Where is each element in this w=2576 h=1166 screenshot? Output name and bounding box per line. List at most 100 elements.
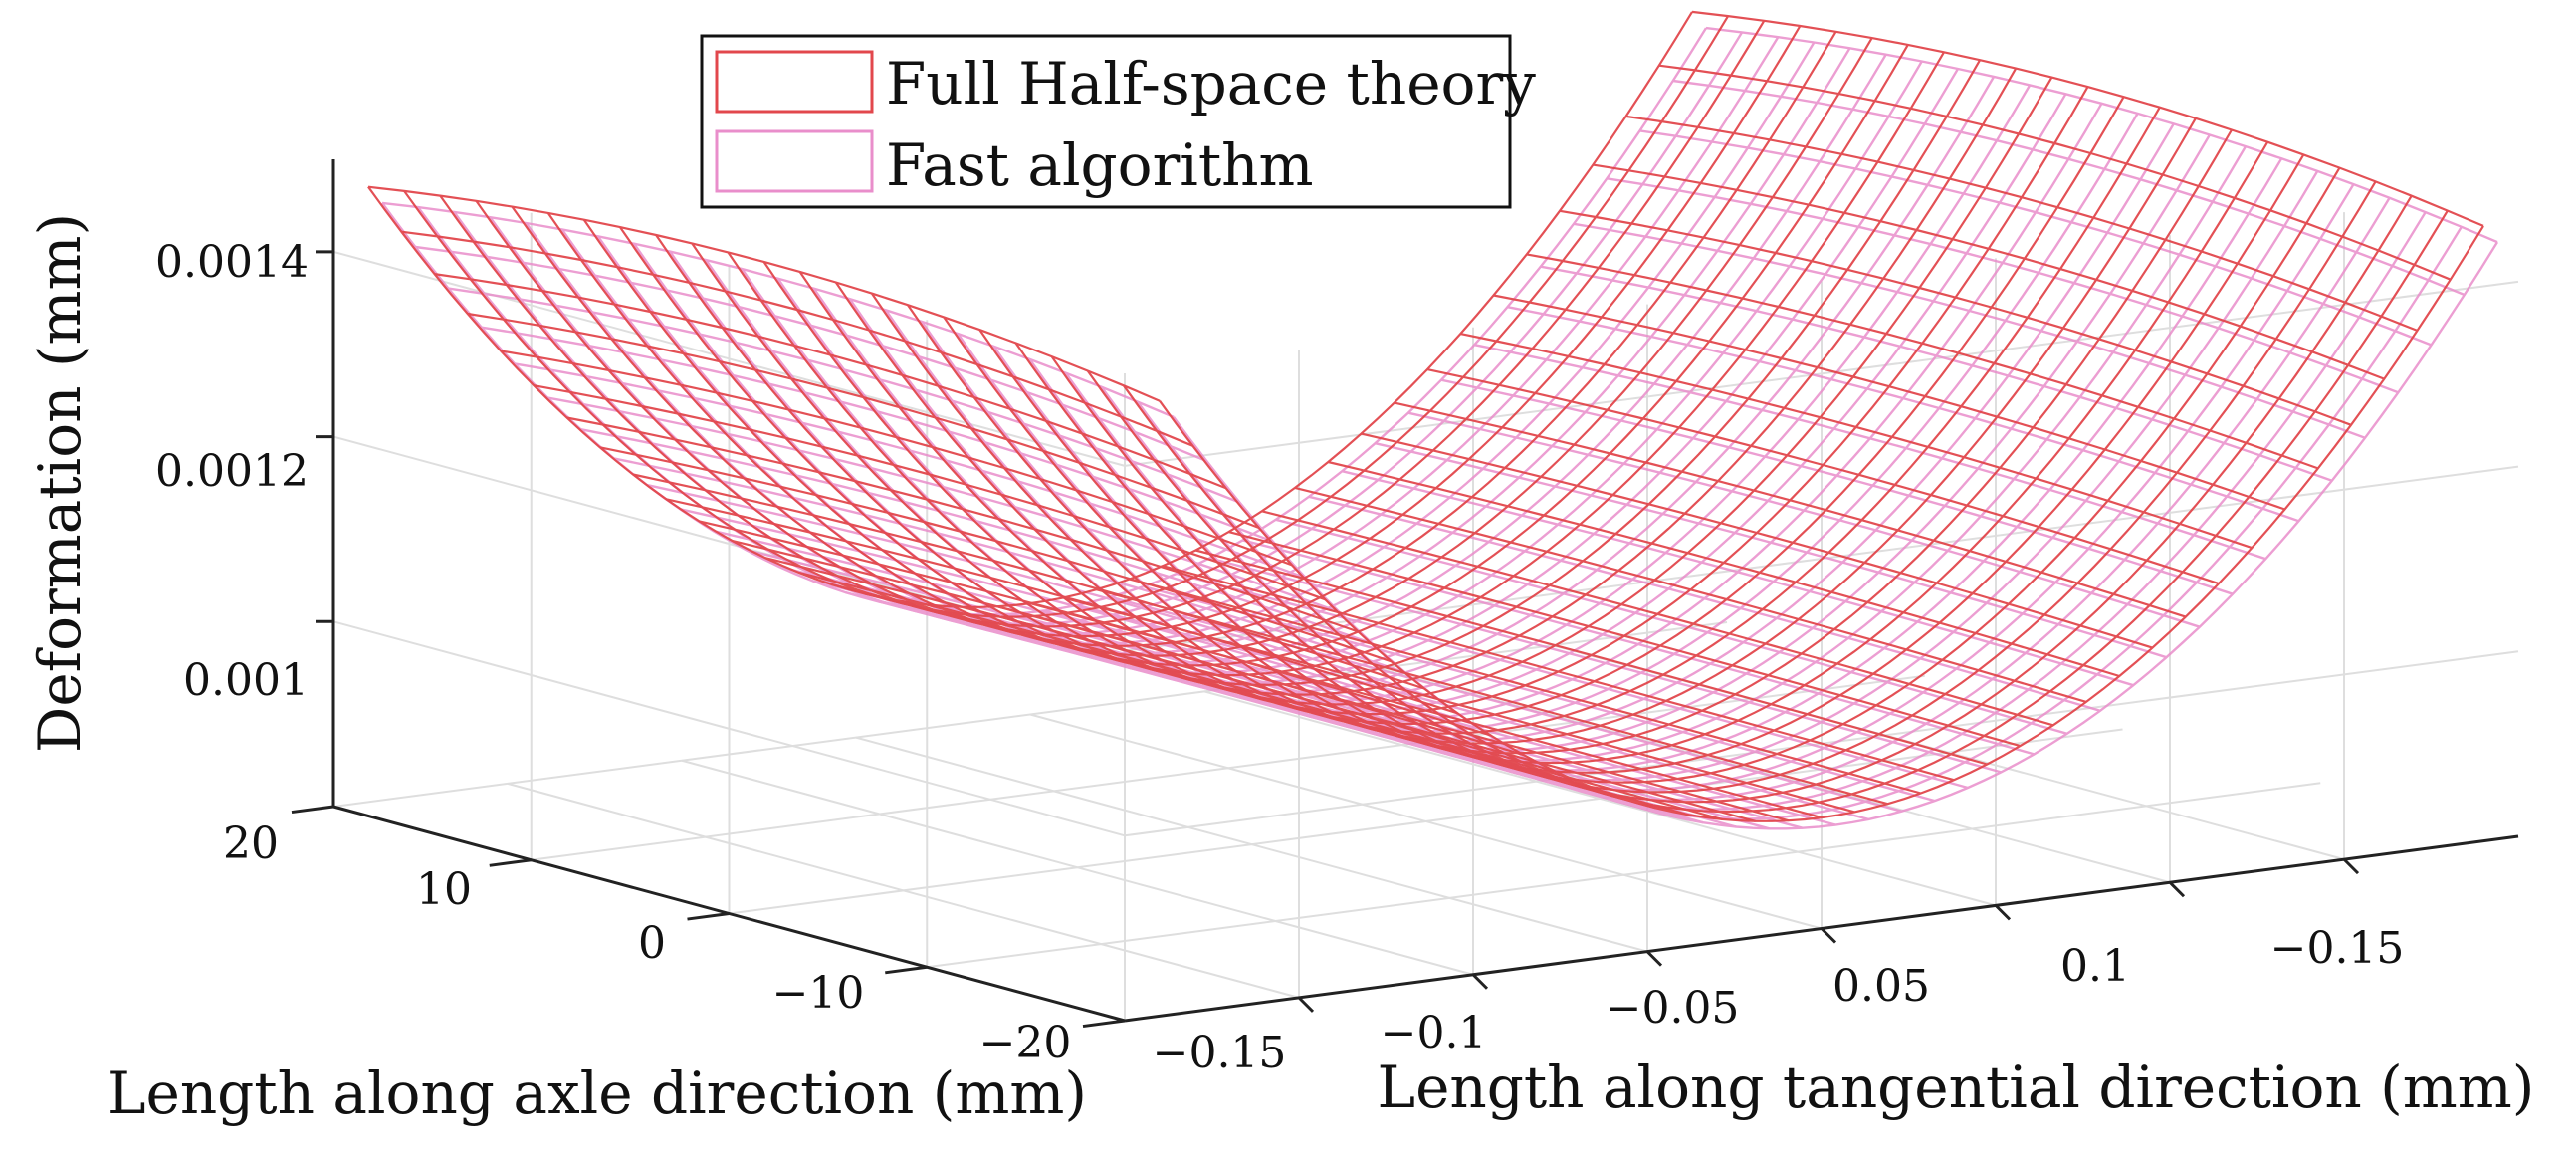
surface-meshes — [367, 10, 2499, 830]
mesh-line — [1573, 222, 2366, 439]
x-tick-label: 0.1 — [2060, 941, 2130, 992]
x-tick-label: −0.05 — [1606, 983, 1740, 1034]
mesh-line — [434, 273, 1226, 490]
mesh-line — [1407, 411, 2201, 628]
grid-line — [531, 674, 1925, 861]
y-tick-label: −20 — [979, 1018, 1072, 1068]
mesh-line — [1474, 344, 2266, 561]
x-tick-label: −0.15 — [2270, 923, 2405, 974]
mesh-line — [1607, 177, 2399, 394]
z-axis-title: Deformation (mm) — [26, 213, 94, 753]
mesh-line — [632, 473, 1425, 690]
mesh-line — [1129, 578, 1922, 795]
x-tick — [2342, 858, 2360, 875]
z-tick-label: 0.0014 — [155, 237, 309, 288]
mesh-line — [1394, 401, 2187, 618]
mesh-line — [931, 603, 1723, 820]
mesh-line — [1361, 432, 2153, 649]
mesh-line — [599, 446, 1393, 663]
mesh-line — [1195, 549, 1988, 766]
mesh-line — [580, 428, 1373, 645]
mesh-line — [1143, 584, 1936, 803]
mesh-line — [864, 592, 1657, 810]
mesh-line — [534, 384, 1326, 601]
mesh-line — [1342, 470, 2134, 687]
z-tick-label: 0.001 — [183, 655, 309, 706]
y-tick-label: 20 — [223, 818, 279, 869]
legend-swatch-full-half-space — [715, 50, 874, 114]
mesh-line — [1063, 596, 1855, 814]
mesh-line — [1096, 588, 1888, 806]
y-axis-title: Length along axle direction (mm) — [107, 1059, 1087, 1127]
mesh-line — [1228, 531, 2021, 748]
mesh-line — [1658, 64, 2452, 281]
mesh-line — [1208, 557, 2002, 774]
mesh-line — [1639, 129, 2432, 347]
mesh-line — [566, 416, 1359, 633]
mesh-line — [1672, 79, 2466, 297]
mesh-line — [666, 498, 1458, 715]
y-tick — [489, 858, 532, 867]
mesh-line — [1540, 265, 2333, 482]
mesh-line — [467, 312, 1260, 530]
mesh-line — [1275, 518, 2068, 735]
mesh-full-half-space — [367, 10, 2484, 822]
mesh-line — [1691, 10, 2484, 227]
mesh-line — [897, 599, 1690, 816]
x-tick-label: 0.05 — [1832, 961, 1930, 1012]
mesh-line — [1705, 26, 2498, 244]
y-tick-label: 0 — [638, 918, 666, 969]
mesh-line — [415, 245, 1207, 463]
mesh-line — [1328, 460, 2120, 678]
mesh-line — [367, 185, 1161, 402]
y-tick — [1082, 1019, 1126, 1029]
mesh-fast-algorithm — [381, 26, 2499, 830]
x-tick — [2168, 881, 2186, 898]
mesh-line — [381, 201, 1175, 419]
mesh-line — [1526, 253, 2319, 470]
mesh-line — [1559, 209, 2352, 426]
mesh-line — [1460, 333, 2253, 550]
z-tick-label: 0.0012 — [155, 446, 309, 497]
x-tick — [1645, 950, 1663, 967]
mesh-line — [1176, 572, 1969, 790]
grid-line — [927, 782, 2321, 969]
y-tick — [687, 912, 730, 921]
mesh-line — [878, 600, 1671, 817]
mesh-line — [547, 396, 1340, 613]
y-tick — [291, 805, 334, 815]
legend-label: Full Half-space theory — [886, 50, 1536, 117]
mesh-line — [911, 607, 1704, 824]
mesh-line — [1308, 495, 2101, 712]
x-tick — [1297, 996, 1315, 1013]
x-tick — [1994, 904, 2012, 921]
mesh-line — [500, 350, 1293, 567]
mesh-line — [1261, 510, 2054, 727]
x-tick — [1471, 973, 1489, 990]
mesh-line — [481, 326, 1274, 543]
grid-line — [332, 621, 1728, 808]
mesh-line — [1625, 115, 2418, 332]
x-axis-title: Length along tangential direction (mm) — [1378, 1053, 2535, 1121]
legend-swatch-fast-algorithm — [715, 129, 874, 193]
mesh-line — [1242, 539, 2035, 756]
mesh-line — [1123, 210, 2449, 814]
mesh-line — [1162, 565, 1955, 782]
mesh-line — [401, 230, 1193, 447]
mesh-line — [514, 362, 1307, 580]
mesh-line — [1375, 442, 2167, 659]
mesh-line — [1426, 368, 2220, 585]
x-tick-label: −0.1 — [1381, 1008, 1487, 1058]
mesh-line — [1110, 595, 1902, 813]
x-tick — [1820, 927, 1837, 944]
y-tick-label: 10 — [416, 864, 472, 915]
legend: Full Half-space theory Fast algorithm — [700, 34, 1536, 209]
mesh-line — [448, 287, 1240, 504]
mesh-line — [1493, 294, 2285, 511]
mesh-line — [1507, 306, 2299, 523]
x-tick-label: −0.15 — [1153, 1028, 1287, 1078]
mesh-line — [1029, 602, 1823, 819]
y-tick-label: −10 — [772, 968, 865, 1019]
